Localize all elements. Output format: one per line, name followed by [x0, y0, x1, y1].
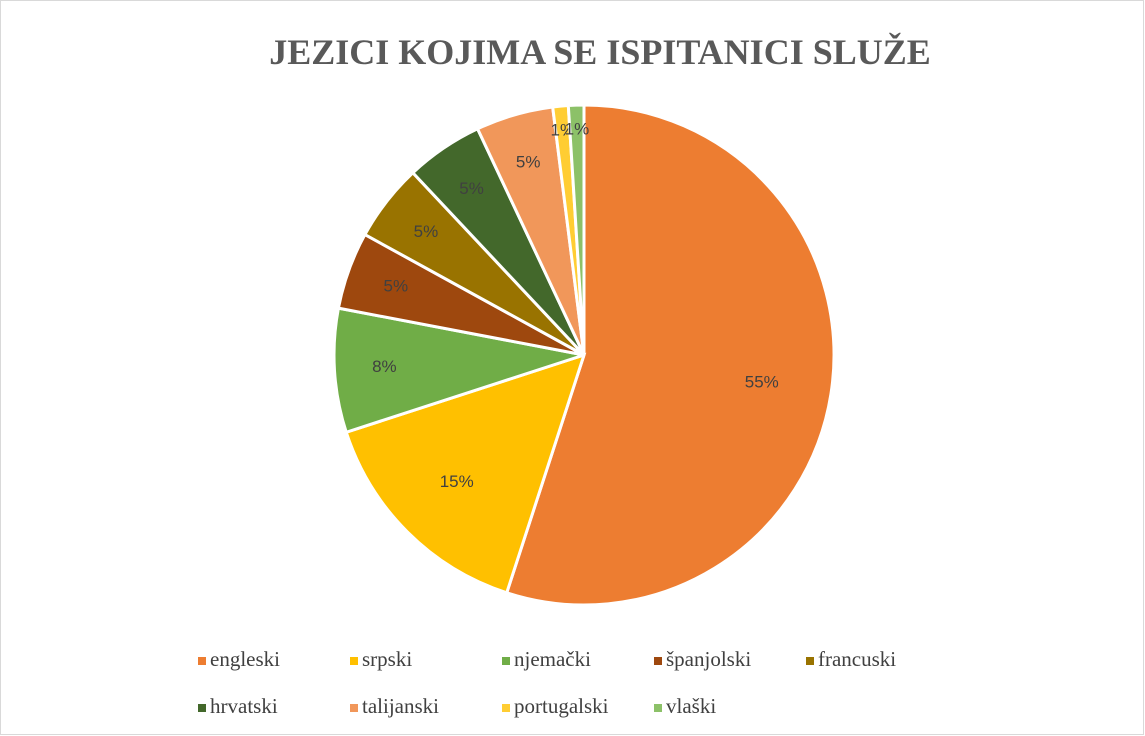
- legend-label: francuski: [818, 647, 896, 671]
- data-label: 8%: [372, 357, 397, 376]
- chart-title: JEZICI KOJIMA SE ISPITANICI SLUŽE: [269, 32, 931, 72]
- legend-label: srpski: [362, 647, 412, 671]
- legend-label: hrvatski: [210, 694, 278, 718]
- legend-label: talijanski: [362, 694, 439, 718]
- legend-swatch: [350, 704, 358, 712]
- data-label: 15%: [440, 472, 474, 491]
- legend-swatch: [654, 657, 662, 665]
- legend-swatch: [502, 657, 510, 665]
- legend-label: portugalski: [514, 694, 609, 718]
- data-label: 5%: [459, 179, 484, 198]
- pie-slice: [504, 103, 836, 607]
- data-label: 5%: [516, 152, 541, 171]
- legend-swatch: [654, 704, 662, 712]
- legend-swatch: [502, 704, 510, 712]
- pie-slice: [566, 103, 586, 356]
- legend-swatch: [806, 657, 814, 665]
- legend-swatch: [198, 657, 206, 665]
- legend-label: njemački: [514, 647, 591, 671]
- data-label: 5%: [414, 222, 439, 241]
- legend-label: vlaški: [666, 694, 716, 718]
- legend-swatch: [198, 704, 206, 712]
- pie-slice: [332, 306, 585, 435]
- legend-label: engleski: [210, 647, 280, 671]
- legend-swatch: [350, 657, 358, 665]
- legend-label: španjolski: [666, 647, 751, 671]
- data-label: 5%: [384, 277, 409, 296]
- data-label: 1%: [565, 120, 590, 139]
- data-label: 55%: [745, 373, 779, 392]
